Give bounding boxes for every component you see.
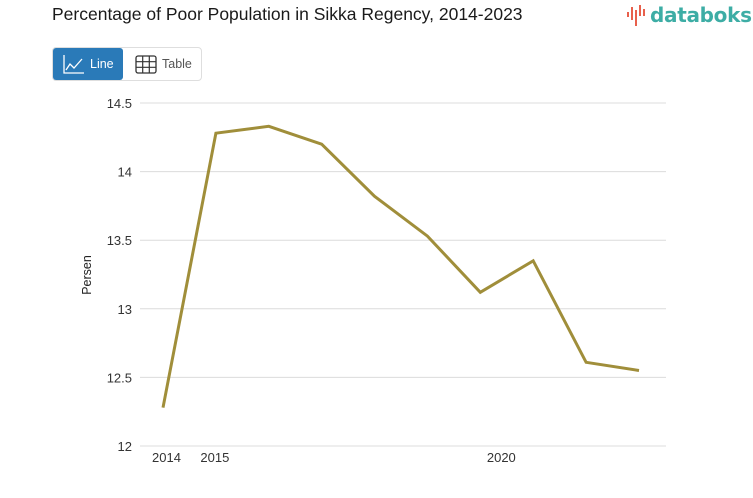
x-axis-ticks: 2014 2015 2020	[152, 450, 516, 465]
x-tick-label: 2020	[487, 450, 516, 465]
data-point[interactable]	[474, 286, 486, 298]
y-tick-label: 13	[118, 302, 132, 317]
data-point[interactable]	[633, 365, 645, 377]
logo-text: databoks	[650, 3, 752, 27]
y-tick-label: 12	[118, 439, 132, 454]
y-axis-label: Persen	[80, 255, 94, 295]
databoks-logo[interactable]: databoks	[626, 3, 752, 27]
data-point[interactable]	[157, 402, 169, 414]
bar-wave-icon	[627, 5, 645, 26]
y-tick-label: 14.5	[107, 96, 132, 111]
view-toggle: Line Table	[52, 47, 202, 81]
series-group	[157, 120, 645, 414]
table-view-button[interactable]: Table	[123, 48, 192, 80]
line-view-label: Line	[90, 57, 114, 71]
y-tick-label: 13.5	[107, 233, 132, 248]
y-tick-label: 12.5	[107, 370, 132, 385]
gridlines	[140, 102, 666, 447]
y-tick-label: 14	[118, 165, 132, 180]
line-view-button[interactable]: Line	[53, 48, 123, 80]
x-tick-label: 2014	[152, 450, 181, 465]
table-grid-icon	[135, 54, 157, 74]
data-point[interactable]	[580, 356, 592, 368]
data-point[interactable]	[210, 127, 222, 139]
y-axis-ticks: 12 12.5 13 13.5 14 14.5	[107, 96, 132, 454]
data-point[interactable]	[369, 190, 381, 202]
line-chart-icon	[63, 55, 84, 74]
x-tick-label: 2015	[200, 450, 229, 465]
series-line	[161, 124, 640, 408]
table-view-label: Table	[162, 57, 192, 71]
chart-title: Percentage of Poor Population in Sikka R…	[52, 4, 523, 24]
data-point[interactable]	[316, 138, 328, 150]
data-point[interactable]	[263, 120, 275, 132]
data-point[interactable]	[421, 230, 433, 242]
data-point[interactable]	[527, 255, 539, 267]
